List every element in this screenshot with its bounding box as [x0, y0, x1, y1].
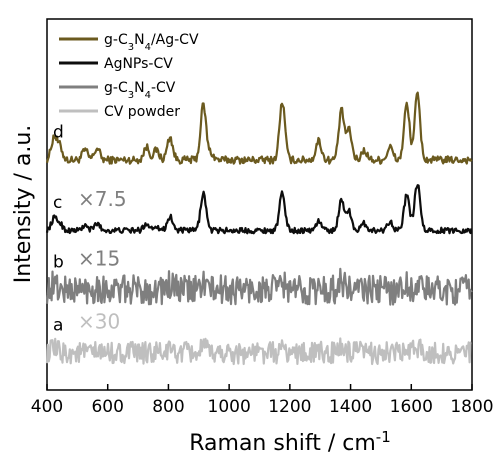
- series-line-c: [45, 184, 473, 235]
- x-tick-label: 600: [91, 397, 123, 417]
- x-tick-label: 800: [152, 397, 184, 417]
- x-tick-label: 400: [31, 397, 63, 417]
- x-axis-title-superscript: -1: [376, 428, 391, 446]
- y-axis-title: Intensity / a.u.: [11, 125, 36, 284]
- legend: g-C3N4/Ag-CV AgNPs-CV g-C3N4-CV CV powder: [59, 32, 199, 120]
- series-multiplier-b: ×15: [78, 247, 120, 271]
- series-line-b: [45, 267, 473, 306]
- series-multiplier-a: ×30: [78, 310, 120, 334]
- x-tick-label: 1600: [390, 397, 433, 417]
- x-axis: 400 600 800 1000 1200 1400 1600 1800: [31, 384, 494, 417]
- x-axis-title-main: Raman shift / cm: [189, 431, 376, 456]
- series-label-layer: d c ×7.5 b ×15 a ×30: [53, 123, 127, 336]
- series-letter-b: b: [53, 253, 64, 273]
- x-tick-label: 1000: [208, 397, 251, 417]
- x-tick-label: 1200: [268, 397, 311, 417]
- legend-label: AgNPs-CV: [104, 56, 173, 72]
- legend-label: CV powder: [104, 104, 180, 120]
- series-multiplier-c: ×7.5: [78, 187, 127, 211]
- series-letter-d: d: [53, 123, 64, 143]
- series-letter-a: a: [53, 316, 63, 336]
- legend-label: g-C3N4-CV: [104, 80, 176, 101]
- series-letter-c: c: [53, 193, 62, 213]
- plot-frame: [46, 18, 473, 391]
- series-line-a: [45, 337, 472, 366]
- x-tick-label: 1800: [450, 397, 493, 417]
- legend-label: g-C3N4/Ag-CV: [104, 32, 199, 53]
- series-line-d: [45, 91, 473, 165]
- series-layer: [45, 91, 473, 366]
- x-tick-label: 1400: [329, 397, 372, 417]
- x-axis-title: Raman shift / cm-1: [189, 428, 391, 456]
